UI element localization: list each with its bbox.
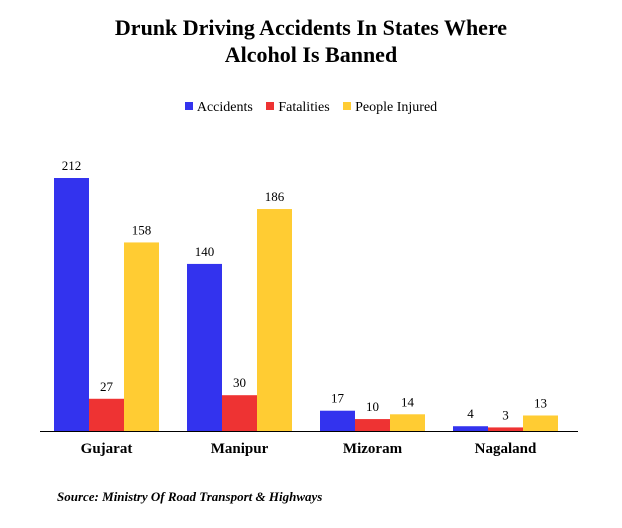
- data-label-gujarat-accidents: 212: [62, 158, 82, 173]
- legend-item-people-injured: People Injured: [343, 100, 437, 116]
- data-label-manipur-accidents: 140: [195, 244, 215, 259]
- chart-title-line-1: Drunk Driving Accidents In States Where: [114, 15, 508, 40]
- bar-manipur-fatalities: [222, 395, 257, 431]
- legend-swatch-fatalities: [266, 102, 275, 110]
- legend-item-fatalities: Fatalities: [266, 100, 330, 116]
- bar-gujarat-accidents: [54, 178, 89, 431]
- source-note: Source: Ministry Of Road Transport & Hig…: [57, 489, 323, 504]
- category-label-manipur: Manipur: [211, 441, 269, 457]
- bar-nagaland-accidents: [453, 426, 488, 431]
- bar-mizoram-fatalities: [355, 419, 390, 431]
- legend-item-accidents: Accidents: [184, 100, 253, 116]
- data-label-mizoram-people-injured: 14: [401, 394, 415, 409]
- data-label-gujarat-people-injured: 158: [132, 222, 152, 237]
- legend-swatch-people-injured: [343, 102, 352, 110]
- legend-label-people-injured: People Injured: [355, 100, 438, 115]
- legend-label-fatalities: Fatalities: [278, 100, 330, 115]
- chart-title: Drunk Driving Accidents In States Where …: [0, 14, 622, 68]
- legend-swatch-accidents: [184, 102, 193, 110]
- bar-nagaland-people-injured: [523, 415, 558, 431]
- data-label-manipur-fatalities: 30: [233, 375, 246, 390]
- bar-mizoram-people-injured: [390, 414, 425, 431]
- data-label-manipur-people-injured: 186: [265, 189, 285, 204]
- data-label-nagaland-people-injured: 13: [534, 395, 547, 410]
- data-label-nagaland-accidents: 4: [467, 406, 474, 421]
- legend-label-accidents: Accidents: [196, 100, 253, 115]
- chart-title-line-2: Alcohol Is Banned: [224, 42, 398, 67]
- bar-mizoram-accidents: [320, 410, 355, 431]
- bar-manipur-accidents: [187, 263, 222, 431]
- bar-manipur-people-injured: [257, 209, 292, 431]
- category-label-mizoram: Mizoram: [343, 441, 403, 457]
- data-label-mizoram-fatalities: 10: [366, 399, 379, 414]
- bar-gujarat-fatalities: [89, 398, 124, 431]
- data-label-nagaland-fatalities: 3: [502, 407, 509, 422]
- category-label-nagaland: Nagaland: [475, 441, 537, 457]
- data-label-mizoram-accidents: 17: [331, 391, 345, 406]
- bar-gujarat-people-injured: [124, 242, 159, 431]
- bar-nagaland-fatalities: [488, 427, 523, 431]
- chart-legend: Accidents Fatalities People Injured: [0, 100, 622, 116]
- data-label-gujarat-fatalities: 27: [100, 379, 114, 394]
- category-label-gujarat: Gujarat: [81, 441, 133, 457]
